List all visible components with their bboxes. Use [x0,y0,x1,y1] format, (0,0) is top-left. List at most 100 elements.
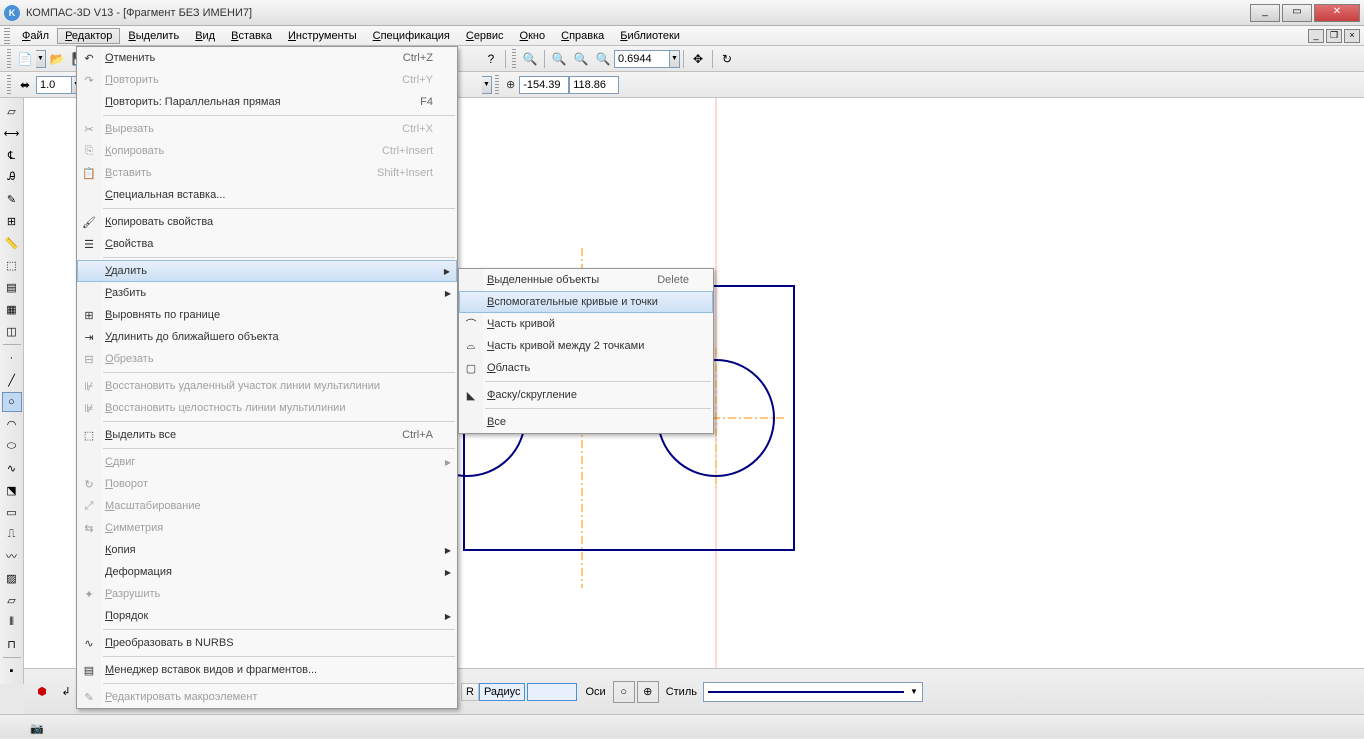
menu-item[interactable]: ▤Менеджер вставок видов и фрагментов... [77,659,457,681]
help-icon[interactable]: ? [480,48,502,70]
menu-item[interactable]: ↶ОтменитьCtrl+Z [77,47,457,69]
menu-вид[interactable]: Вид [187,28,223,44]
pan-button[interactable]: ✥ [687,48,709,70]
other-icon[interactable]: ▪ [2,661,22,681]
maximize-button[interactable]: ▭ [1282,4,1312,22]
menu-item[interactable]: ◣Фаску/скругление [459,384,713,406]
toolbar-grip[interactable] [7,75,11,95]
menu-item[interactable]: Выделенные объектыDelete [459,269,713,291]
menu-item[interactable]: ▢Область [459,357,713,379]
symbols-icon[interactable]: ℄ [2,145,22,165]
create-button[interactable]: ↲ [55,681,77,703]
zoom-fit-button[interactable]: 🔍 [519,48,541,70]
menu-справка[interactable]: Справка [553,28,612,44]
coord-y-input[interactable] [569,76,619,94]
new-file-dropdown[interactable]: ▼ [36,50,46,68]
ellipse-icon[interactable]: ⬭ [2,436,22,456]
menu-item-label: Повторить [105,74,159,86]
menu-файл[interactable]: Файл [14,28,57,44]
menu-спецификация[interactable]: Спецификация [365,28,458,44]
menu-сервис[interactable]: Сервис [458,28,512,44]
autoline-icon[interactable]: ⎍ [2,524,22,544]
menu-item[interactable]: Разбить▶ [77,282,457,304]
menu-item[interactable]: ⌒Часть кривой [459,313,713,335]
toolbar-grip[interactable] [495,75,499,95]
style-select[interactable]: ▼ [703,682,923,702]
menu-item[interactable]: Все [459,411,713,433]
spec-icon[interactable]: ▤ [2,277,22,297]
submenu-arrow-icon: ▶ [445,612,451,621]
line-icon[interactable]: ╱ [2,370,22,390]
measure-icon[interactable]: 📏 [2,233,22,253]
mdi-close[interactable]: × [1344,29,1360,43]
step-icon[interactable]: ⬌ [14,74,36,96]
zoom-in-button[interactable]: 🔍 [548,48,570,70]
redraw-button[interactable]: ↻ [716,48,738,70]
camera-icon[interactable]: 📷 [26,717,48,739]
radius-label: Радиус [479,683,526,701]
menubar-grip[interactable] [4,28,10,44]
menu-item[interactable]: Вспомогательные кривые и точки [459,291,713,313]
axis-on-icon[interactable]: ⊕ [637,681,659,703]
menu-item[interactable]: Повторить: Параллельная прямаяF4 [77,91,457,113]
menu-item[interactable]: Копия▶ [77,539,457,561]
hatch-icon[interactable]: ▨ [2,568,22,588]
menu-item[interactable]: ∿Преобразовать в NURBS [77,632,457,654]
new-file-button[interactable]: 📄 [14,48,36,70]
menu-item[interactable]: 🖌Копировать свойства [77,211,457,233]
selectall-icon: ⬚ [81,427,97,443]
zoom-window-button[interactable]: 🔍 [570,48,592,70]
axis-off-icon[interactable]: ○ [613,681,635,703]
menu-item[interactable]: Деформация▶ [77,561,457,583]
menu-вставка[interactable]: Вставка [223,28,280,44]
zoom-dropdown[interactable]: ▼ [670,50,680,68]
menu-item[interactable]: Удалить▶ [77,260,457,282]
chamfer-icon[interactable]: ⬔ [2,480,22,500]
point-icon[interactable]: · [2,348,22,368]
contour-icon[interactable]: ▱ [2,590,22,610]
menu-item[interactable]: Порядок▶ [77,605,457,627]
radius-input[interactable] [527,683,577,701]
dimensions-icon[interactable]: ⟷ [2,123,22,143]
zoom-out-button[interactable]: 🔍 [592,48,614,70]
menu-item: ⊟Обрезать [77,348,457,370]
text-icon[interactable]: Ꭿ [2,167,22,187]
reports-icon[interactable]: ▦ [2,299,22,319]
open-file-button[interactable]: 📂 [46,48,68,70]
rect-icon[interactable]: ▭ [2,502,22,522]
equidist-icon[interactable]: ⫴ [2,612,22,632]
menu-item[interactable]: ⌓Часть кривой между 2 точками [459,335,713,357]
minimize-button[interactable]: _ [1250,4,1280,22]
zoom-input[interactable] [614,50,670,68]
spline-icon[interactable]: ∿ [2,458,22,478]
circle-icon[interactable]: ○ [2,392,22,412]
menu-item[interactable]: ⇥Удлинить до ближайшего объекта [77,326,457,348]
menu-item[interactable]: ⬚Выделить всеCtrl+A [77,424,457,446]
select-icon[interactable]: ⬚ [2,255,22,275]
toolbar-grip[interactable] [512,49,516,69]
views-icon[interactable]: ◫ [2,321,22,341]
edit-icon[interactable]: ✎ [2,189,22,209]
menu-редактор[interactable]: Редактор [57,28,120,44]
geometry-icon[interactable]: ▱ [2,101,22,121]
r-toggle-label[interactable]: R [461,683,479,701]
menu-выделить[interactable]: Выделить [120,28,187,44]
menu-окно[interactable]: Окно [512,28,554,44]
stop-button[interactable]: ⬢ [31,681,53,703]
mdi-restore[interactable]: ❐ [1326,29,1342,43]
close-button[interactable]: ✕ [1314,4,1360,22]
collect-icon[interactable]: ⊓ [2,634,22,654]
toolbar-grip[interactable] [7,49,11,69]
menu-item[interactable]: ⊞Выровнять по границе [77,304,457,326]
snap-dropdown[interactable]: ▼ [482,76,492,94]
menu-item[interactable]: Специальная вставка... [77,184,457,206]
menu-библиотеки[interactable]: Библиотеки [612,28,688,44]
step-input[interactable] [36,76,72,94]
mdi-minimize[interactable]: _ [1308,29,1324,43]
arc-icon[interactable]: ◠ [2,414,22,434]
menu-инструменты[interactable]: Инструменты [280,28,365,44]
coord-x-input[interactable] [519,76,569,94]
menu-item[interactable]: ☰Свойства [77,233,457,255]
params-icon[interactable]: ⊞ [2,211,22,231]
curve-icon[interactable]: 〰 [2,546,22,566]
